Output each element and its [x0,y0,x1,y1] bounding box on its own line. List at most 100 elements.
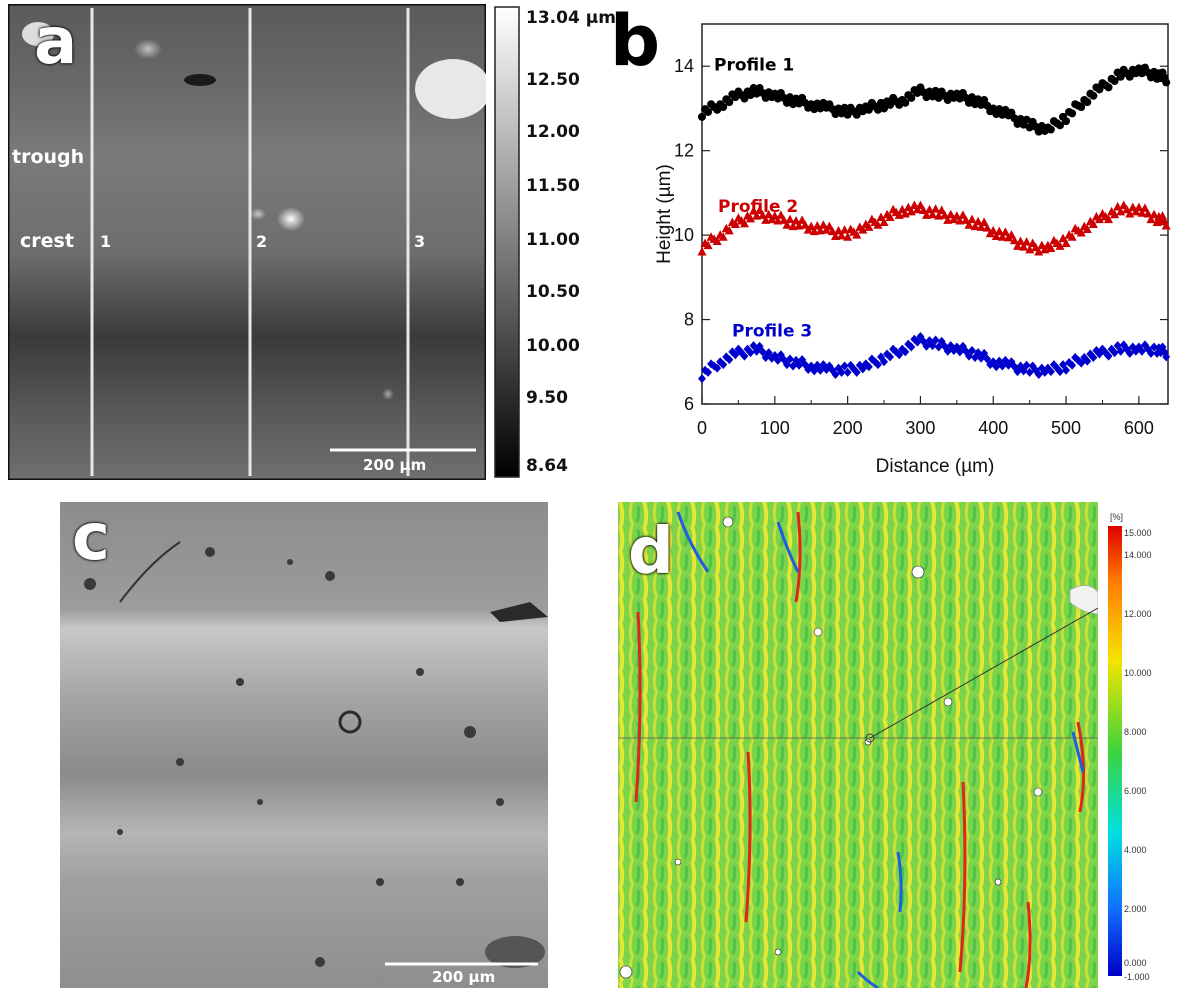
profile-point [1004,360,1013,370]
profile-point [782,220,792,229]
profile-point [976,222,986,231]
profile-point [737,348,746,358]
panel-d: d [%] 15.000 14.000 12.000 10.000 8.000 [618,502,1176,988]
profile-point [925,204,935,214]
profile-point [1040,367,1049,377]
profile-point [773,355,782,365]
profile-point [876,352,885,362]
profile-point [701,365,710,375]
series-label: Profile 2 [718,197,798,217]
colorbar-gradient [1108,526,1122,976]
profile-point [697,247,707,256]
profile-point [1076,228,1086,237]
profile-point [940,341,949,351]
profile-point [1110,348,1119,358]
profile-point [934,211,944,220]
profile-point [1022,360,1031,370]
profile-point [806,221,816,231]
y-axis-label: Height (µm) [654,164,675,264]
profile-point [1013,367,1022,377]
crest-label: crest [20,230,74,252]
profile-point [1162,78,1171,87]
profile-point [997,232,1007,241]
profile-point [752,211,762,220]
colorbar-tick: 12.00 [526,122,580,142]
profile-point [979,217,989,226]
profile-point [740,351,749,361]
colorbar-tick: 14.000 [1124,550,1152,560]
profile-point [1134,202,1144,212]
profile-point [1140,203,1150,212]
profile-point [785,93,794,102]
colorbar-tick: 0.000 [1124,958,1147,968]
profile-point [907,342,916,352]
profile-point [1094,214,1104,224]
y-tick-label: 14 [674,56,694,76]
colorbar-tick: 12.000 [1124,609,1152,619]
profile-point [955,216,965,225]
profile-point [1113,341,1122,351]
profile-point [974,348,983,358]
profile-point [698,112,706,121]
profile-point [873,360,882,370]
profile-point [1058,233,1068,243]
profile-point [946,209,956,219]
x-tick-label: 500 [1051,418,1081,438]
profile-point [1150,342,1159,352]
profile-point [1143,209,1153,218]
profile-point [964,351,973,361]
profile-point [864,222,874,231]
profile-point [858,225,868,234]
profile-point [876,212,886,222]
colorbar-tick: 9.50 [526,388,568,408]
profile-point [928,209,938,219]
profile-point [719,360,728,370]
profile-point [703,240,713,250]
profile-point [904,339,913,349]
profile-point [922,341,931,351]
profile-point [907,93,916,102]
panel-letter-c: c [72,501,110,575]
profile-point [719,103,728,112]
profile-point [724,225,734,235]
profile-point [952,211,962,220]
profile-point [885,212,895,222]
y-tick-label: 8 [684,310,694,330]
colorbar-tick: 10.000 [1124,668,1152,678]
profile-point [958,210,968,219]
profile-point [712,236,722,245]
panel-b: b 0 100 200 300 400 500 600 6 8 10 12 14 Distance (µ… [610,4,1175,480]
colorbar-tick: 13.04 µm [526,8,616,28]
x-tick-label: 200 [833,418,863,438]
profile-point [698,374,706,384]
profile-point [1162,352,1171,362]
profile-point [840,103,849,112]
profile-point [867,354,876,364]
profile-point [852,367,861,377]
profile-point [1089,91,1098,100]
profile-point [725,355,734,365]
profile-point [958,341,967,351]
profile-point [1095,85,1104,94]
profile-point [725,98,734,107]
colorbar-tick: 8.000 [1124,727,1147,737]
profile-point [915,200,925,210]
profile-point [1019,366,1028,376]
profile-point [1013,241,1023,250]
colorbar-tick: 11.50 [526,176,580,196]
profile-point [1055,121,1064,130]
profile-point [1046,243,1056,252]
profile-point [983,354,992,364]
profile-point [1104,351,1113,361]
profile-point [986,360,995,370]
profile-point [828,365,837,375]
profile-point [1125,72,1134,81]
profile-point [901,347,910,357]
profile-point [1161,220,1171,230]
colorbar-tick: -1.000 [1124,972,1150,982]
profile-point [728,347,737,357]
x-tick-label: 100 [760,418,790,438]
profile-point [931,204,941,213]
profile-point [819,360,828,370]
profile-point [815,225,825,235]
